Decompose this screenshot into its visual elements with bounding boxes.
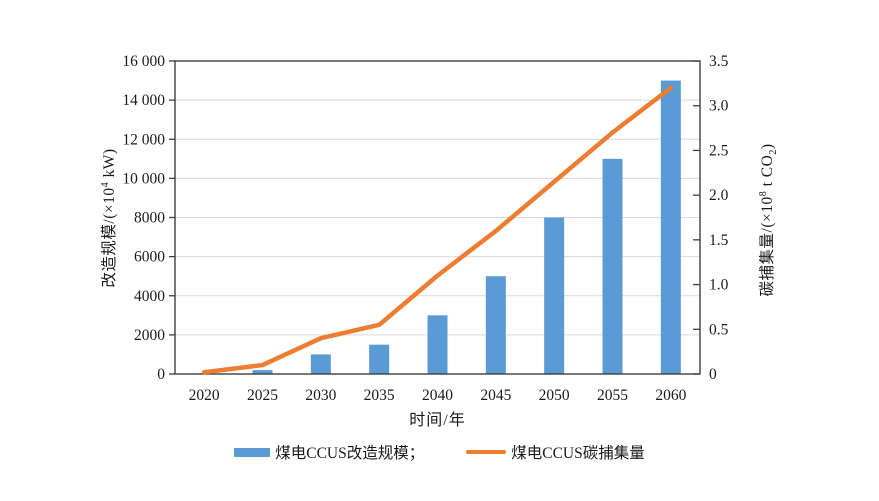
legend-item-bar-series: 煤电CCUS改造规模； xyxy=(234,441,424,463)
left-axis-tick-label: 4000 xyxy=(134,288,165,305)
right-axis-title-text: 碳捕集量/(×10 xyxy=(759,196,776,297)
x-axis-tick-label: 2045 xyxy=(480,387,511,404)
x-axis-title: 时间/年 xyxy=(409,412,466,429)
left-axis-tick-label: 16 000 xyxy=(122,53,165,70)
x-axis-tick-label: 2020 xyxy=(189,387,220,404)
right-axis-tick-label: 1.0 xyxy=(709,277,729,294)
left-axis-title-unit: kW) xyxy=(101,148,118,182)
right-axis-title-close: ) xyxy=(759,143,776,150)
bar-2035 xyxy=(369,344,390,374)
bar-2045 xyxy=(485,276,506,374)
x-axis-tick-label: 2050 xyxy=(539,387,570,404)
right-axis-title: 碳捕集量/(×108 t CO2) xyxy=(755,143,780,297)
bar-2025 xyxy=(252,370,273,374)
x-axis-tick-label: 2030 xyxy=(305,387,336,404)
legend: 煤电CCUS改造规模； 煤电CCUS碳捕集量 xyxy=(0,441,879,463)
bar-2040 xyxy=(427,315,448,374)
left-axis-tick-label: 6000 xyxy=(134,249,165,266)
x-axis-tick-label: 2055 xyxy=(597,387,628,404)
bar-series-label: 煤电CCUS改造规模； xyxy=(275,445,425,462)
left-axis-tick-label: 14 000 xyxy=(122,92,165,109)
right-axis-title-sup: 8 xyxy=(757,190,769,197)
right-axis-tick-label: 0 xyxy=(709,366,717,383)
bar-2060 xyxy=(660,80,681,374)
left-axis-title-text: 改造规模/(×10 xyxy=(101,187,118,288)
right-axis-tick-label: 1.5 xyxy=(709,232,729,249)
left-axis-title-sup: 4 xyxy=(99,181,111,188)
left-axis-tick-label: 2000 xyxy=(134,327,165,344)
x-axis-tick-label: 2040 xyxy=(422,387,453,404)
right-axis-tick-label: 2.5 xyxy=(709,142,729,159)
x-axis-tick-label: 2035 xyxy=(364,387,395,404)
left-axis-tick-label: 8000 xyxy=(134,210,165,227)
right-axis-title-mid: t CO xyxy=(759,154,776,191)
x-axis-tick-label: 2060 xyxy=(655,387,686,404)
bar-series-swatch xyxy=(234,447,271,457)
line-series-label: 煤电CCUS碳捕集量 xyxy=(511,445,645,462)
right-axis-tick-label: 0.5 xyxy=(709,321,729,338)
x-axis-tick-label: 2025 xyxy=(247,387,278,404)
left-axis-title: 改造规模/(×104 kW) xyxy=(97,148,119,287)
legend-item-line-series: 煤电CCUS碳捕集量 xyxy=(466,441,645,463)
bar-2050 xyxy=(544,217,565,374)
bar-2030 xyxy=(310,354,331,374)
left-axis-tick-label: 10 000 xyxy=(122,170,165,187)
carbon-capture-line xyxy=(201,85,674,375)
right-axis-tick-label: 2.0 xyxy=(709,187,729,204)
left-axis-tick-label: 0 xyxy=(157,366,165,383)
line-series-swatch xyxy=(466,449,507,455)
right-axis-tick-label: 3.0 xyxy=(709,98,729,115)
bar-2055 xyxy=(602,158,623,374)
right-axis-tick-label: 3.5 xyxy=(709,53,729,70)
right-axis-title-sub: 2 xyxy=(768,149,780,155)
left-axis-tick-label: 12 000 xyxy=(122,131,165,148)
